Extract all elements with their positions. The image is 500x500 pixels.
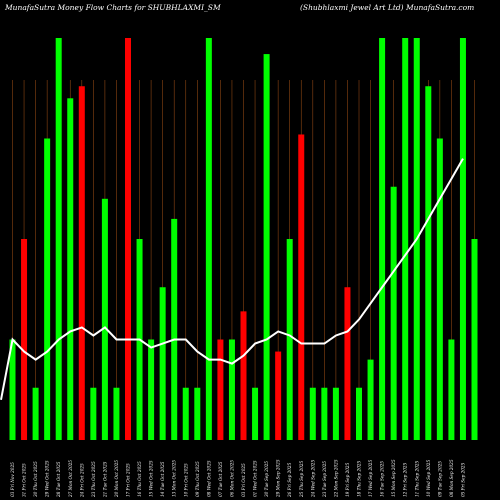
x-tick-label: 09 Thu Oct 2025	[195, 461, 200, 497]
x-tick-label: 27 Mon Oct 2025	[68, 460, 73, 498]
x-tick-label: 24 Wed Sep 2025	[310, 460, 315, 498]
x-tick-label: 18 Thu Sep 2025	[357, 460, 362, 497]
x-tick-label: 01 Wed Oct 2025	[253, 460, 258, 497]
flow-bar	[78, 86, 85, 441]
x-tick-label: 15 Mon Sep 2025	[391, 459, 396, 497]
x-tick-label: 16 Thu Oct 2025	[137, 461, 142, 497]
x-tick-label: 23 Thu Oct 2025	[91, 461, 96, 498]
flow-bar	[286, 239, 293, 440]
x-tick-label: 12 Fri Sep 2025	[403, 462, 408, 497]
x-tick-label: 19 Fri Sep 2025	[345, 462, 350, 497]
flow-bar	[9, 339, 16, 440]
x-tick-label: 25 Thu Sep 2025	[299, 460, 304, 498]
x-tick-label: 28 Tue Oct 2025	[56, 461, 61, 498]
x-tick-label: 23 Tue Sep 2025	[322, 461, 327, 498]
x-tick-label: 24 Fri Oct 2025	[79, 463, 84, 498]
flow-bar	[332, 387, 339, 440]
flow-bar	[101, 198, 108, 440]
x-tick-label: 05 Fri Sep 2025	[460, 462, 465, 497]
x-tick-label: 29 Wed Oct 2025	[45, 460, 50, 498]
flow-bar	[321, 387, 328, 440]
flow-bar	[436, 138, 443, 440]
flow-bar	[298, 134, 305, 441]
x-tick-label: 29 Mon Sep 2025	[276, 459, 281, 498]
flow-bar	[67, 98, 74, 441]
flow-bar	[459, 38, 466, 440]
flow-bar	[263, 54, 270, 440]
flow-bar	[90, 387, 97, 440]
x-tick-label: 26 Fri Sep 2025	[287, 462, 292, 498]
x-tick-label: 09 Tue Sep 2025	[437, 461, 442, 497]
x-tick-label: 15 Wed Oct 2025	[149, 460, 154, 497]
x-tick-label: 10 Wed Sep 2025	[426, 460, 431, 497]
flow-bar	[113, 387, 120, 440]
flow-bar	[21, 239, 28, 440]
flow-bar	[425, 86, 432, 441]
flow-bar	[448, 339, 455, 440]
flow-bar	[44, 138, 51, 440]
x-tick-label: 06 Mon Oct 2025	[229, 460, 234, 497]
flow-bar	[379, 38, 386, 440]
x-tick-label: 08 Wed Oct 2025	[206, 460, 211, 497]
flow-bar	[240, 311, 247, 440]
flow-bar	[125, 38, 131, 440]
flow-bar	[356, 387, 362, 440]
x-tick-label: 17 Fri Oct 2025	[126, 463, 131, 497]
flow-bar	[159, 287, 166, 440]
x-tick-label: 03 Fri Oct 2025	[241, 463, 246, 497]
x-tick-label: 30 Tue Sep 2025	[264, 461, 269, 497]
flow-bar	[309, 387, 316, 440]
flow-bar	[367, 359, 374, 440]
flow-bar	[217, 339, 224, 440]
x-tick-label: 17 Wed Sep 2025	[368, 460, 373, 497]
chart-title: MunafaSutra Money Flow Charts for SHUBHL…	[4, 3, 221, 12]
flow-bar	[32, 387, 39, 440]
flow-bar	[205, 38, 212, 440]
flow-bar	[148, 339, 155, 440]
x-tick-label: 14 Tue Oct 2025	[160, 461, 165, 497]
flow-bar	[275, 351, 282, 440]
x-tick-labels: 03 Fri Nov 2025 31 Fri Oct 2025 30 Thu Oct…	[10, 459, 465, 498]
x-tick-label: 10 Fri Oct 2025	[183, 463, 188, 497]
x-tick-label: 20 Mon Oct 2025	[114, 460, 119, 498]
flow-bar	[344, 287, 351, 440]
flow-bar	[182, 387, 189, 440]
chart-subtitle: (Shubhlaxmi Jewel Art Ltd) MunafaSutra.c…	[300, 3, 474, 12]
x-tick-label: 22 Mon Sep 2025	[333, 459, 338, 498]
flow-bar	[402, 38, 409, 440]
flow-bar	[55, 38, 62, 440]
flow-bar	[171, 218, 178, 440]
x-tick-label: 30 Thu Oct 2025	[33, 461, 38, 497]
x-tick-label: 31 Fri Oct 2025	[22, 463, 27, 497]
flow-bar	[471, 239, 478, 440]
flow-bar	[390, 186, 397, 440]
x-tick-label: 16 Tue Sep 2025	[380, 461, 385, 497]
x-tick-label: 11 Thu Sep 2025	[414, 460, 419, 497]
x-tick-label: 07 Tue Oct 2025	[218, 461, 223, 497]
x-tick-label: 03 Fri Nov 2025	[10, 462, 15, 497]
x-tick-label: 08 Mon Sep 2025	[449, 459, 454, 497]
flow-bar	[252, 387, 259, 440]
x-tick-label: 21 Tue Oct 2025	[102, 461, 107, 498]
flow-bar	[194, 387, 201, 440]
x-tick-label: 13 Mon Oct 2025	[172, 460, 177, 497]
money-flow-line	[0, 158, 464, 400]
flow-bar	[228, 339, 235, 440]
